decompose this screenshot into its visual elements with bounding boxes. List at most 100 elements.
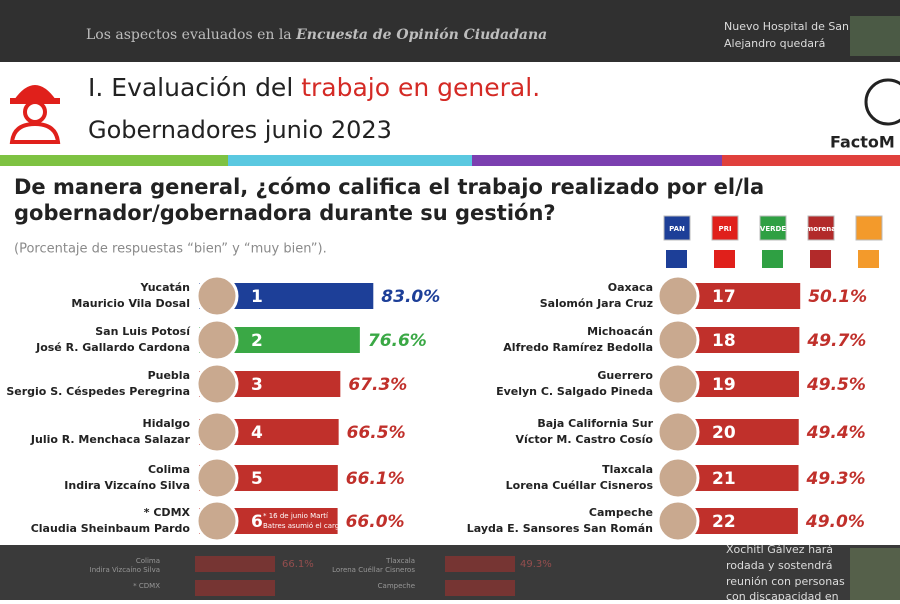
state-name: San Luis Potosí [95,325,191,338]
question: gobernador/gobernadora durante su gestió… [14,201,556,225]
portrait [195,274,239,318]
faded-text: Indira Vizcaíno Silva [90,566,160,574]
stripe [228,155,472,166]
state-name: Michoacán [587,325,653,338]
question: De manera general, ¿cómo califica el tra… [14,175,764,199]
state-name: Baja California Sur [537,417,653,430]
governor-name: Sergio S. Céspedes Peregrina [6,385,190,398]
value-label: 66.1% [346,469,405,489]
portrait [656,274,700,318]
faded-bar [445,556,515,572]
value-label: 49.3% [806,469,866,489]
bottom-headline[interactable]: Xochitl Gálvez hará [726,543,833,556]
stripe [0,155,228,166]
governor-name: Layda E. Sansores San Román [467,522,653,535]
value-label: 66.5% [347,423,406,443]
state-name: Campeche [589,506,653,519]
portrait [656,499,700,543]
portrait [656,362,700,406]
subtitle: Gobernadores junio 2023 [88,116,392,144]
value-label: 66.0% [346,512,405,532]
party-logo [663,215,691,241]
faded-text: 49.3% [520,559,552,570]
bar [695,327,800,353]
party-swatch [714,250,735,268]
governor-name: Evelyn C. Salgado Pineda [496,385,653,398]
side-headline[interactable]: Nuevo Hospital de San [724,20,849,33]
title: I. Evaluación del trabajo en general. [88,73,540,102]
faded-text: 66.1% [282,559,314,570]
rank: 18 [712,331,736,351]
faded-text: Colima [136,557,160,565]
caption-prefix: Los aspectos evaluados en la [86,27,292,43]
value-label: 50.1% [808,287,867,307]
value-label: 67.3% [348,375,407,395]
portrait [195,410,239,454]
bottom-headline[interactable]: con discapacidad en [726,590,839,603]
bar [695,465,799,491]
rank: 3 [251,375,263,395]
governor-name: Salomón Jara Cruz [540,297,653,310]
thumbnail[interactable] [850,16,900,56]
faded-text: Campeche [378,582,415,590]
note: (Porcentaje de respuestas “bien” y “muy … [14,242,327,257]
state-name: Colima [148,463,190,476]
state-name: Hidalgo [143,417,191,430]
faded-text: Lorena Cuéllar Cisneros [332,566,415,574]
governor-name: Alfredo Ramírez Bedolla [503,341,653,354]
state-name: Oaxaca [608,281,653,294]
governor-name: Indira Vizcaíno Silva [64,479,190,492]
state-name: Tlaxcala [602,463,653,476]
rank: 21 [712,469,736,489]
title-prefix: I. Evaluación del [88,73,293,102]
faded-bar [445,580,515,596]
party-swatch [810,250,831,268]
rank: 1 [251,287,263,307]
value-label: 49.0% [805,512,865,532]
faded-text: * CDMX [133,582,160,590]
top-band [0,0,900,62]
rank: 6 [251,512,263,532]
portrait [195,318,239,362]
governor-name: Mauricio Vila Dosal [71,297,190,310]
stripe [472,155,722,166]
party-label: PAN [669,225,685,233]
worker-icon [9,85,61,144]
portrait [656,410,700,454]
faded-bar [195,556,275,572]
bottom-headline[interactable]: reunión con personas [726,575,845,588]
side-headline[interactable]: Alejandro quedará [724,37,825,50]
brand: FactoM [830,133,895,152]
state-name: * CDMX [144,506,191,519]
portrait [195,362,239,406]
party-logo [855,215,883,241]
footnote: * 16 de junio Martí [263,512,329,520]
governor-name: José R. Gallardo Cardona [35,341,190,354]
party-swatch [666,250,687,268]
bottom-headline[interactable]: rodada y sostendrá [726,559,832,572]
governor-name: Julio R. Menchaca Salazar [30,433,191,446]
rank: 20 [712,423,736,443]
rank: 2 [251,331,263,351]
faded-text: Tlaxcala [385,557,415,565]
stripe [722,155,900,166]
state-name: Puebla [148,369,190,382]
governor-name: Claudia Sheinbaum Pardo [31,522,191,535]
party-label: morena [806,225,836,233]
portrait [195,499,239,543]
value-label: 49.5% [806,375,866,395]
bar [695,283,801,309]
footnote: Batres asumió el cargo. [263,522,346,530]
portrait [195,456,239,500]
caption-emphasis: Encuesta de Opinión Ciudadana [295,27,547,43]
value-label: 49.7% [806,331,866,351]
faded-bar [195,580,275,596]
faded-content: Colima Indira Vizcaíno Silva 66.1% * CDM… [90,556,552,596]
thumbnail[interactable] [850,548,900,600]
title-highlight: trabajo en general. [301,73,540,102]
logo-mark [864,78,900,126]
rank: 19 [712,375,736,395]
party-swatch [762,250,783,268]
